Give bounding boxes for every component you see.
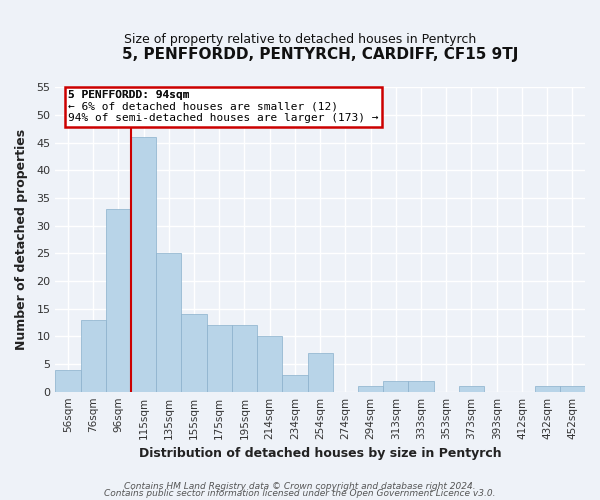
Bar <box>358 386 383 392</box>
X-axis label: Distribution of detached houses by size in Pentyrch: Distribution of detached houses by size … <box>139 447 502 460</box>
Bar <box>131 137 156 392</box>
Bar <box>383 380 409 392</box>
Bar <box>459 386 484 392</box>
Text: 5 PENFFORDD: 94sqm
← 6% of detached houses are smaller (12)
94% of semi-detached: 5 PENFFORDD: 94sqm ← 6% of detached hous… <box>68 90 379 123</box>
Bar <box>308 353 333 392</box>
Bar <box>232 326 257 392</box>
Bar <box>156 254 181 392</box>
Bar <box>106 209 131 392</box>
Bar <box>257 336 283 392</box>
Bar <box>206 326 232 392</box>
Bar <box>55 370 80 392</box>
Bar <box>181 314 206 392</box>
Text: Contains public sector information licensed under the Open Government Licence v3: Contains public sector information licen… <box>104 489 496 498</box>
Bar <box>80 320 106 392</box>
Text: Size of property relative to detached houses in Pentyrch: Size of property relative to detached ho… <box>124 32 476 46</box>
Title: 5, PENFFORDD, PENTYRCH, CARDIFF, CF15 9TJ: 5, PENFFORDD, PENTYRCH, CARDIFF, CF15 9T… <box>122 48 518 62</box>
Bar <box>283 375 308 392</box>
Bar <box>409 380 434 392</box>
Bar <box>535 386 560 392</box>
Text: Contains HM Land Registry data © Crown copyright and database right 2024.: Contains HM Land Registry data © Crown c… <box>124 482 476 491</box>
Text: 5 PENFFORDD: 94sqm: 5 PENFFORDD: 94sqm <box>68 90 190 100</box>
Bar <box>560 386 585 392</box>
Y-axis label: Number of detached properties: Number of detached properties <box>15 129 28 350</box>
